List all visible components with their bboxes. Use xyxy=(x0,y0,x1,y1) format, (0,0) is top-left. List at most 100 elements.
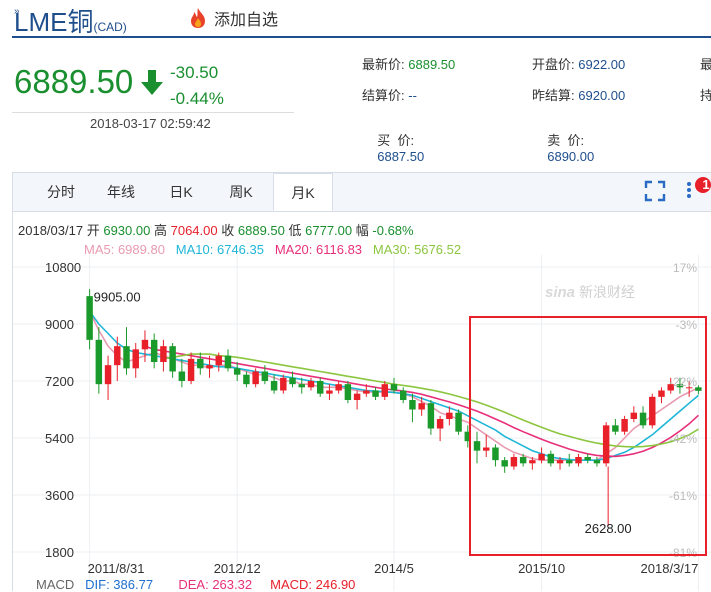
candle-body xyxy=(409,400,416,410)
candle-body xyxy=(104,365,112,385)
chart-grid xyxy=(13,255,711,591)
candle-body xyxy=(197,358,204,369)
open-price-row: 开盘价: 6922.00 xyxy=(532,54,625,73)
candle-body xyxy=(593,460,601,464)
pct-tick-label: 17% xyxy=(673,261,697,275)
candle-body xyxy=(150,339,158,362)
candle-body xyxy=(676,384,684,388)
settle-price-row: 结算价: -- xyxy=(362,85,417,104)
latest-label: 最新价: xyxy=(362,57,405,72)
ask-label: 卖 价: xyxy=(547,133,585,148)
candle-body xyxy=(298,384,305,388)
info-open: 6930.00 xyxy=(103,223,151,238)
candle-body xyxy=(95,339,103,385)
watermark: sina 新浪财经 xyxy=(545,284,635,301)
x-tick-label: 2015/10 xyxy=(518,561,565,576)
candle-body xyxy=(326,390,333,394)
info-close-label: 收 xyxy=(221,223,235,238)
title-name: LME铜 xyxy=(14,7,94,37)
axis-labels: 10800 9000 7200 5400 3600 1800 17% -3% -22% -42% -… xyxy=(45,260,698,576)
candle-body xyxy=(372,390,379,397)
candle-body xyxy=(141,339,149,350)
candle-body xyxy=(316,381,324,394)
settle-value: -- xyxy=(408,88,417,103)
add-favorite-label: 添加自选 xyxy=(214,12,279,29)
info-high: 7064.00 xyxy=(170,223,218,238)
candle-body xyxy=(399,390,407,400)
candles xyxy=(86,289,702,473)
candle-body xyxy=(492,447,499,461)
y-tick-label: 3600 xyxy=(45,488,74,503)
legend-ma30: MA30: 5676.52 xyxy=(372,242,462,257)
fullscreen-icon[interactable] xyxy=(644,180,666,202)
candle-body xyxy=(169,346,176,372)
candle-body xyxy=(335,384,342,391)
macd-legend: MACD DIF: 386.77 DEA: 263.32 MACD: 246.9… xyxy=(36,577,355,592)
ask-value: 6890.00 xyxy=(547,149,595,164)
legend-ma20: MA20: 6116.83 xyxy=(274,242,363,257)
candle-body xyxy=(215,355,222,366)
tab-intraday[interactable]: 分时 xyxy=(47,184,75,200)
ma-legend: MA5: 6989.80 MA10: 6746.35 MA20: 6116.83… xyxy=(84,242,461,257)
y-tick-label: 5400 xyxy=(45,431,74,446)
info-open-label: 开 xyxy=(86,223,100,238)
pct-tick-label: -42% xyxy=(669,432,697,446)
candle-body xyxy=(501,460,508,467)
y-tick-label: 1800 xyxy=(45,545,74,560)
info-low-label: 低 xyxy=(288,223,302,238)
bid-value: 6887.50 xyxy=(377,149,425,164)
highlight-box xyxy=(469,316,707,556)
double-chevron-icon: » xyxy=(14,6,20,17)
candle-body xyxy=(436,419,444,429)
tab-weekly-k[interactable]: 周K xyxy=(229,184,253,200)
right-edge-top: 最 xyxy=(700,57,711,72)
candle-body xyxy=(390,384,398,391)
arrow-down-icon xyxy=(141,70,163,95)
candle-info: 2018/03/17 开 6930.00 高 7064.00 收 6889.50… xyxy=(18,220,414,239)
pct-tick-label: -22% xyxy=(669,375,697,389)
candle-body xyxy=(344,384,352,400)
pct-tick-label: -61% xyxy=(669,489,697,503)
prev-settle-row: 昨结算: 6920.00 xyxy=(532,85,625,104)
page-title: LME铜(CAD) xyxy=(14,2,127,39)
candle-body xyxy=(584,457,591,461)
flame-icon xyxy=(191,8,205,28)
chart-panel xyxy=(12,172,711,591)
candle-body xyxy=(455,412,462,432)
min-price-label: 2628.00 xyxy=(585,521,632,536)
candle-body xyxy=(363,390,370,394)
info-high-label: 高 xyxy=(153,223,167,238)
macd-value: MACD: 246.90 xyxy=(270,577,356,592)
candle-body xyxy=(556,460,564,464)
candle-body xyxy=(307,381,315,388)
candle-body xyxy=(114,346,121,366)
tab-monthly-k[interactable]: 月K xyxy=(273,173,333,211)
macd-dea: DEA: 263.32 xyxy=(178,577,253,592)
macd-dif: DIF: 386.77 xyxy=(85,577,154,592)
ask-price-row: 卖 价: 6890.00 xyxy=(540,115,594,164)
more-menu-icon[interactable] xyxy=(684,176,711,204)
bid-label: 买 价: xyxy=(377,133,415,148)
x-tick-label: 2011/8/31 xyxy=(88,561,145,576)
info-low: 6777.00 xyxy=(305,223,353,238)
candle-body xyxy=(233,368,241,375)
header-divider xyxy=(12,36,711,38)
legend-ma10: MA10: 6746.35 xyxy=(175,242,264,257)
annotations: 9905.00 2628.00 xyxy=(94,289,632,535)
candle-body xyxy=(427,403,435,429)
chart-tabs: 分时 年线 日K 周K 月K xyxy=(13,173,711,212)
watermark-text: 新浪财经 xyxy=(579,284,635,300)
candle-body xyxy=(538,453,545,461)
tab-daily-k[interactable]: 日K xyxy=(169,184,193,200)
pct-tick-label: -3% xyxy=(676,318,698,332)
candle-body xyxy=(187,358,195,381)
candle-body xyxy=(566,460,573,464)
candle-body xyxy=(685,387,693,389)
price-change: -30.50 -0.44% xyxy=(170,60,224,112)
y-tick-label: 10800 xyxy=(45,260,81,275)
candle-body xyxy=(473,441,481,451)
add-favorite-button[interactable]: 添加自选 xyxy=(188,6,278,30)
open-value: 6922.00 xyxy=(578,57,626,72)
candle-body xyxy=(353,393,361,400)
tab-yearly[interactable]: 年线 xyxy=(107,184,135,200)
